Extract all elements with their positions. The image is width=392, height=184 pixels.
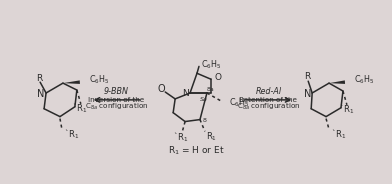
Text: 8a: 8a [207,86,215,92]
Text: `R$_1$: `R$_1$ [339,103,354,116]
Text: Inversion of the: Inversion of the [89,97,145,103]
Text: C$_6$H$_5$: C$_6$H$_5$ [229,97,249,109]
Polygon shape [63,80,80,84]
Text: N: N [182,89,189,98]
Text: 8: 8 [203,118,207,123]
Text: C$_6$H$_5$: C$_6$H$_5$ [201,58,221,71]
Text: R: R [304,72,310,81]
Text: N: N [303,89,311,99]
Text: Sa: Sa [200,97,208,102]
Text: N: N [37,89,45,99]
Text: 9-BBN: 9-BBN [104,88,129,96]
Text: C$_{8a}$ configuration: C$_{8a}$ configuration [85,102,148,112]
Text: C$_{8a}$ configuration: C$_{8a}$ configuration [237,102,300,112]
Text: R$_1$ = H or Et: R$_1$ = H or Et [168,145,224,157]
Text: `R$_1$: `R$_1$ [72,102,87,116]
Text: C$_6$H$_5$: C$_6$H$_5$ [354,74,374,86]
Text: `R$_1$: `R$_1$ [64,128,79,141]
Text: R: R [36,74,42,83]
Text: C$_6$H$_5$: C$_6$H$_5$ [89,74,109,86]
Text: `R$_1$: `R$_1$ [172,131,188,144]
Text: `R$_1$: `R$_1$ [331,128,346,141]
Text: R$_1$: R$_1$ [206,130,217,143]
Text: O: O [158,84,165,94]
Polygon shape [329,80,345,84]
Text: O: O [215,73,222,82]
Text: Retention of the: Retention of the [240,97,298,103]
Text: Red-Al: Red-Al [256,88,281,96]
